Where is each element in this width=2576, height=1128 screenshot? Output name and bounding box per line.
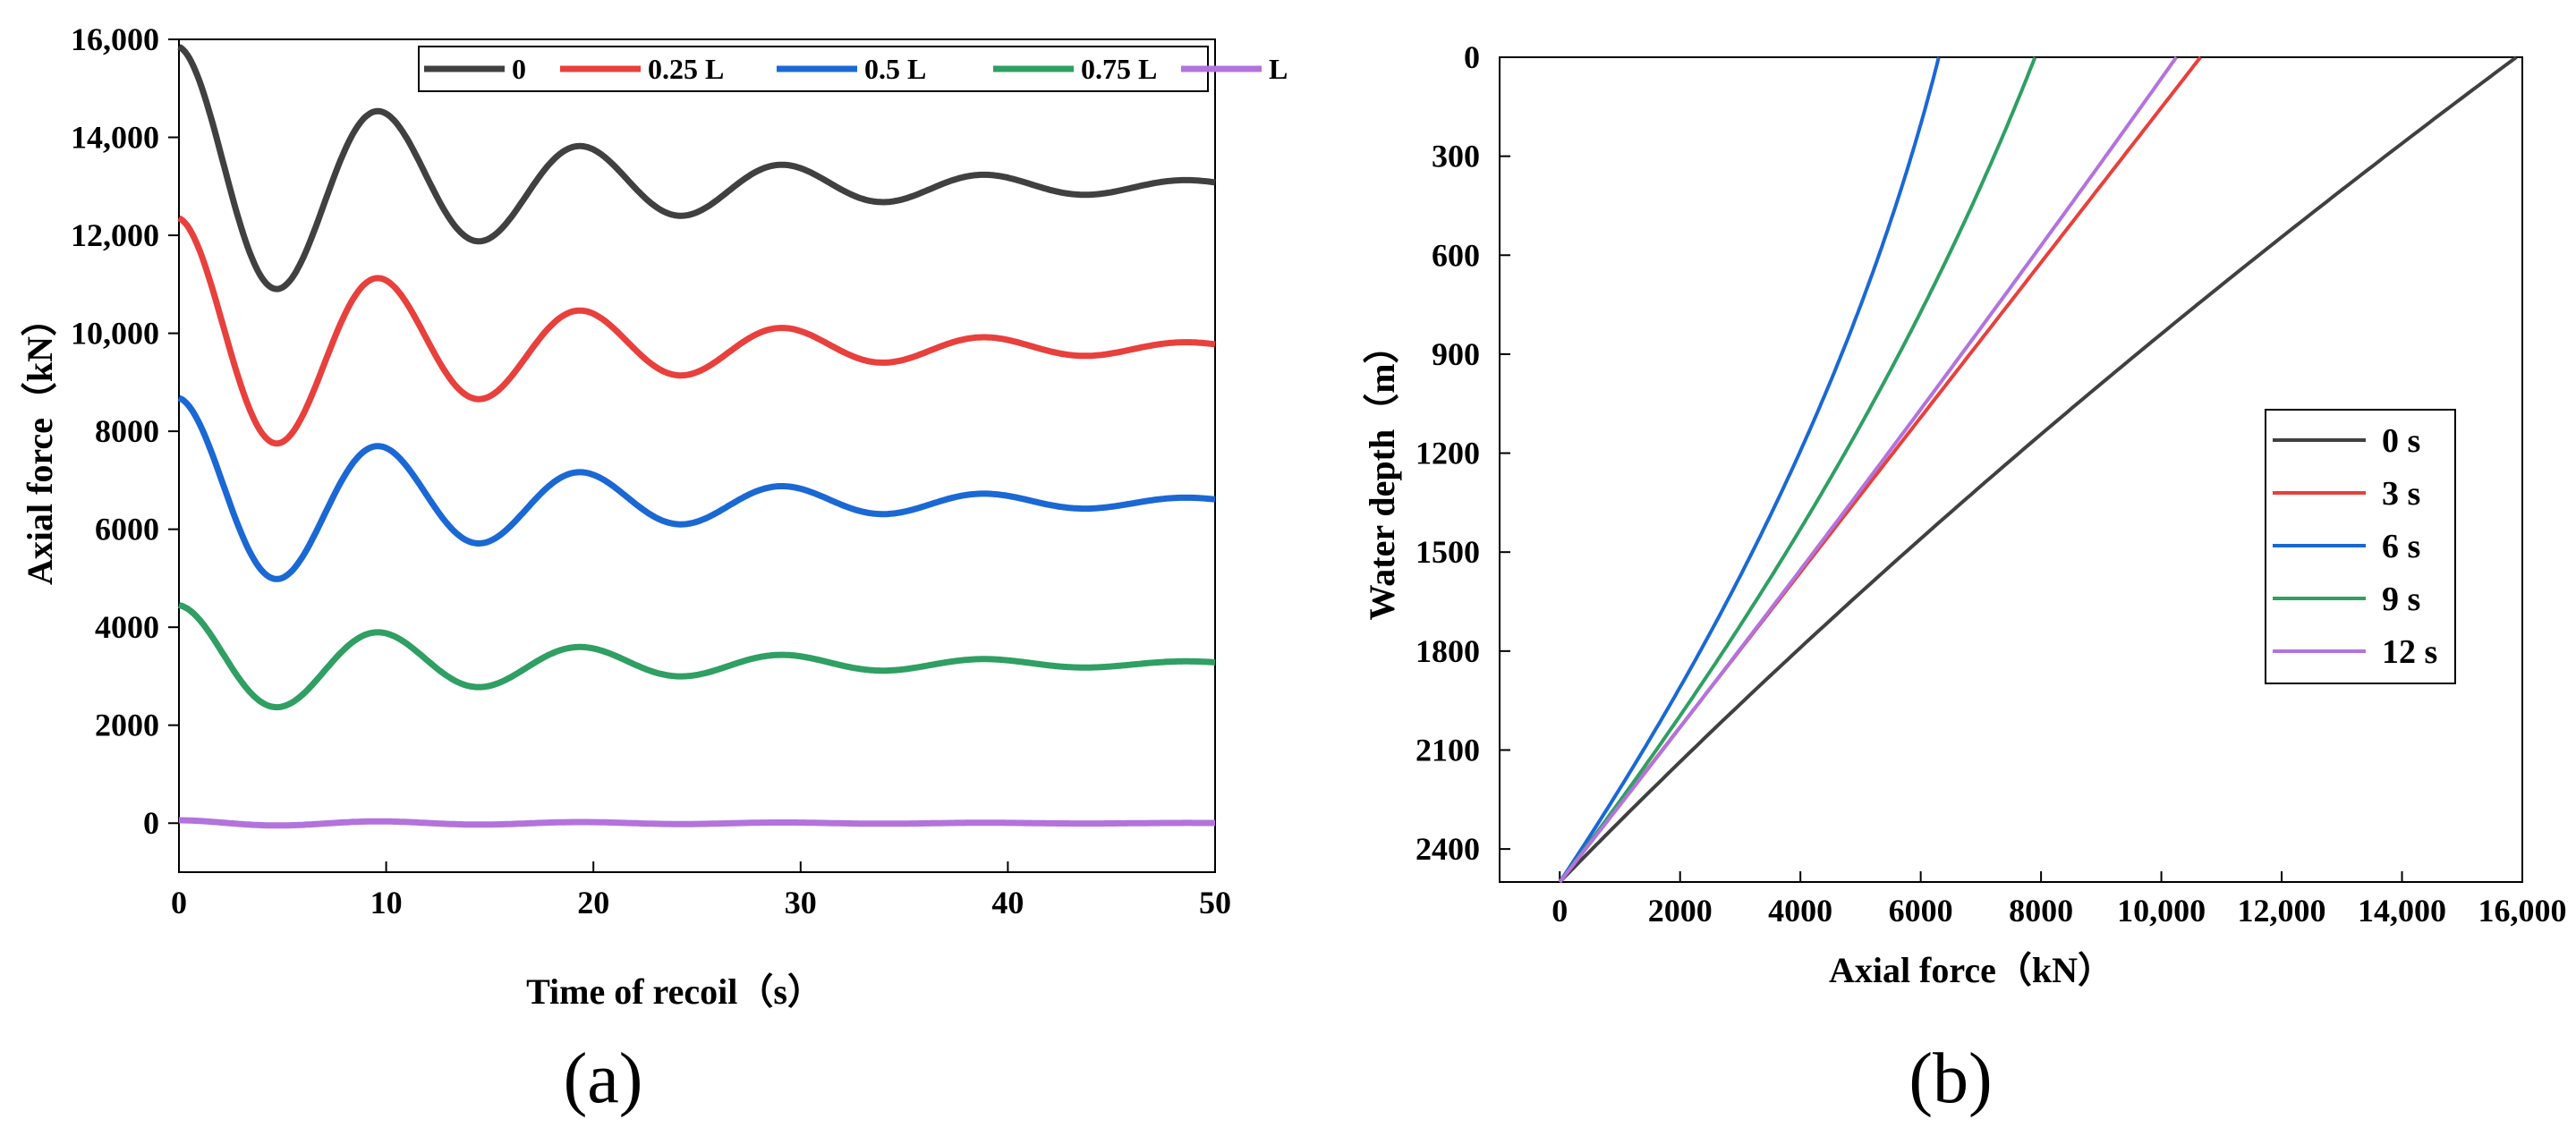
panel-b-legend-label: 3 s [2382, 475, 2420, 513]
panel-b-y-tick-label: 1500 [1416, 534, 1480, 570]
panel-a-y-tick-label: 2000 [95, 708, 159, 743]
panel-a-series-line [177, 817, 1217, 829]
panel-b-x-tick-label: 2000 [1648, 893, 1713, 929]
panel-a-x-tick-label: 0 [171, 885, 187, 920]
panel-a-x-tick-label: 20 [577, 885, 609, 920]
panel-b-x-tick-label: 14,000 [2358, 893, 2446, 929]
panel-b-legend-label: 6 s [2382, 528, 2420, 565]
panel-a-series-line [177, 44, 1217, 293]
panel-b-y-tick-label: 1200 [1416, 436, 1480, 471]
panel-a-series-line [177, 215, 1217, 447]
panel-b-x-tick-label: 8000 [2009, 893, 2073, 929]
panel-a-y-tick-label: 14,000 [71, 120, 159, 156]
panel-b-chart: Axial force（kN） Water depth（m） (b) 0 2000… [1362, 39, 2567, 1118]
panel-b-series-line [1558, 55, 2179, 884]
panel-a-series-line [177, 394, 1217, 582]
panel-b-x-tick-label: 12,000 [2238, 893, 2326, 929]
panel-a-y-tick-label: 6000 [95, 512, 159, 547]
panel-b-label: (b) [1909, 1039, 1992, 1118]
panel-b-series-line [1558, 56, 2037, 884]
panel-b-y-tick-label: 600 [1432, 237, 1480, 273]
panel-a-legend-label: 0.5 L [864, 53, 926, 85]
panel-b-legend-label: 12 s [2382, 633, 2437, 671]
panel-a-y-tick-label: 16,000 [71, 21, 159, 57]
panel-b-series-line [1558, 55, 2518, 884]
panel-a-plot-frame [178, 38, 1216, 873]
panel-b-legend-label: 9 s [2382, 581, 2420, 618]
panel-a-legend-label: 0.75 L [1081, 53, 1157, 85]
panel-b-y-axis-title: Water depth（m） [1362, 327, 1402, 620]
panel-a-legend-label: 0 [512, 53, 526, 85]
panel-b-y-tick-label: 900 [1432, 336, 1480, 372]
panel-b-y-tick-label: 1800 [1416, 633, 1480, 669]
panel-a-y-axis-title: Axial force（kN） [20, 301, 60, 585]
panel-a-y-tick-label: 10,000 [71, 316, 159, 352]
panel-a-x-tick-label: 40 [991, 885, 1024, 920]
panel-a-x-tick-label: 50 [1199, 885, 1231, 920]
panel-b-y-tick-label: 0 [1464, 39, 1480, 75]
panel-a-legend-label: 0.25 L [648, 53, 724, 85]
panel-b-x-tick-label: 4000 [1768, 893, 1832, 929]
panel-a-x-axis-title: Time of recoil（s） [526, 971, 823, 1012]
panel-b-y-tick-label: 2400 [1416, 831, 1480, 867]
panel-a-legend-label: L [1269, 53, 1288, 85]
panel-b-y-tick-label: 300 [1432, 139, 1480, 174]
panel-a-chart: Time of recoil（s） Axial force（kN） (a) 0 1… [20, 21, 1288, 1118]
panel-b-legend-label: 0 s [2382, 422, 2420, 460]
panel-a-x-tick-label: 10 [370, 885, 403, 920]
panel-b-x-tick-label: 10,000 [2117, 893, 2206, 929]
panel-a-y-tick-label: 0 [143, 805, 159, 841]
panel-a-y-tick-label: 8000 [95, 413, 159, 449]
panel-b-x-tick-label: 6000 [1889, 893, 1953, 929]
panel-b-x-tick-label: 0 [1552, 893, 1568, 929]
panel-a-x-tick-label: 30 [785, 885, 817, 920]
panel-b-y-tick-label: 2100 [1416, 732, 1480, 768]
panel-a-label: (a) [564, 1039, 643, 1118]
panel-a-y-tick-label: 12,000 [71, 217, 159, 253]
panel-b-series-line [1558, 56, 1941, 884]
panel-a-y-tick-label: 4000 [95, 609, 159, 645]
panel-b-plot-frame [1499, 56, 2523, 883]
panel-a-series-line [177, 602, 1217, 711]
panel-b-x-tick-label: 16,000 [2478, 893, 2567, 929]
panel-b-x-axis-title: Axial force（kN） [1829, 950, 2113, 990]
